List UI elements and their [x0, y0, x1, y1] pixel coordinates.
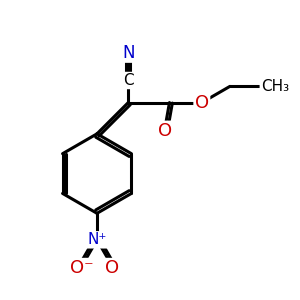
Text: C: C [123, 73, 134, 88]
Text: N⁺: N⁺ [87, 232, 107, 247]
Text: O: O [105, 259, 119, 277]
Text: O⁻: O⁻ [70, 259, 94, 277]
Text: O: O [158, 122, 172, 140]
Text: CH₃: CH₃ [261, 79, 289, 94]
Text: N: N [122, 44, 134, 62]
Text: O: O [195, 94, 209, 112]
